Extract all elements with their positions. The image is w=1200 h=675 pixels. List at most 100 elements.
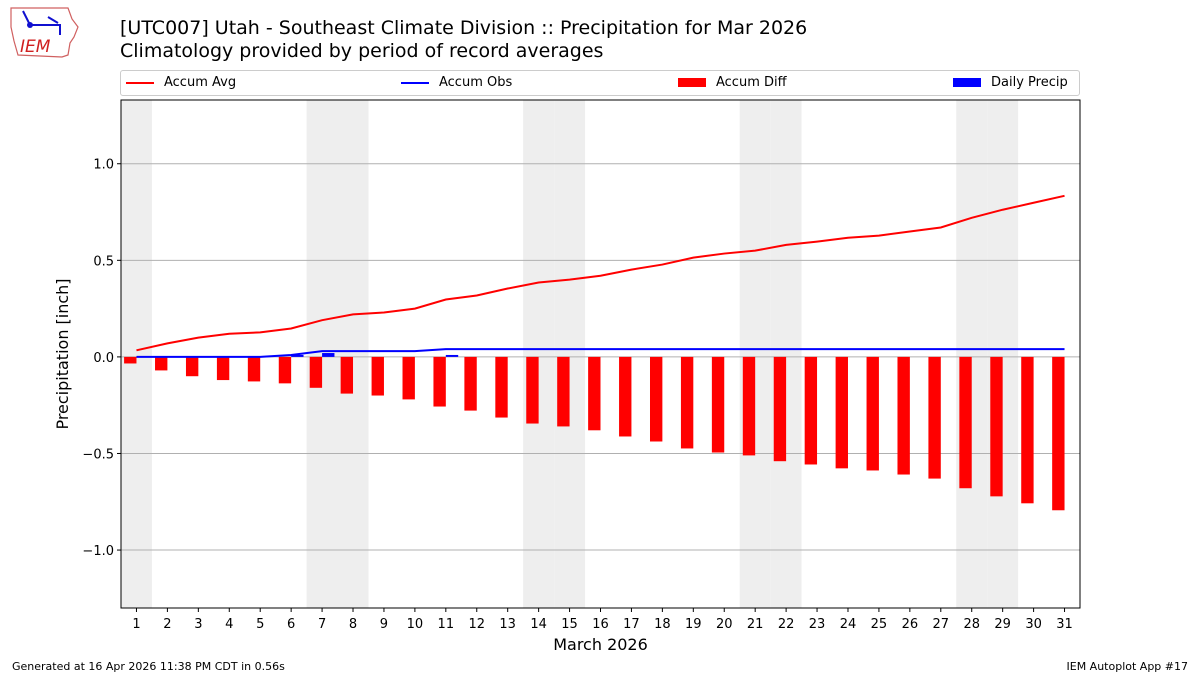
y-tick-label: 0.5	[93, 254, 114, 269]
x-tick-label: 18	[654, 617, 671, 632]
accum-diff-bar	[340, 356, 354, 394]
x-tick-label: 26	[902, 617, 919, 632]
x-tick-label: 19	[685, 617, 702, 632]
legend-swatch	[126, 81, 154, 84]
accum-diff-bar	[309, 356, 323, 388]
legend-daily-precip: Daily Precip	[953, 75, 1068, 90]
accum-diff-bar	[371, 356, 384, 396]
weekend-band	[523, 100, 555, 608]
y-tick-label: −0.5	[82, 447, 114, 462]
accum-diff-bar	[557, 356, 570, 427]
x-tick-label: 20	[716, 617, 733, 632]
x-tick-label: 13	[499, 617, 516, 632]
weekend-band	[956, 100, 988, 608]
accum-diff-bar	[619, 356, 632, 437]
x-tick-label: 27	[933, 617, 950, 632]
plot-frame	[120, 99, 1081, 609]
x-tick-label: 12	[468, 617, 485, 632]
x-tick-label: 16	[592, 617, 609, 632]
legend-label: Accum Diff	[716, 75, 787, 90]
accum-diff-bar	[216, 356, 230, 381]
chart-subtitle: Climatology provided by period of record…	[120, 40, 604, 62]
x-tick-label: 29	[994, 617, 1011, 632]
x-tick-label: 21	[747, 617, 764, 632]
legend-accum-obs: Accum Obs	[401, 75, 512, 90]
weekend-band	[770, 100, 802, 608]
legend-swatch	[401, 81, 429, 84]
y-axis-label: Precipitation [inch]	[53, 278, 72, 429]
x-tick-label: 5	[256, 617, 264, 632]
x-tick-label: 28	[963, 617, 980, 632]
y-tick-label: 0.0	[93, 351, 114, 366]
accum-diff-bar	[526, 356, 539, 424]
x-tick-label: 25	[871, 617, 888, 632]
accum-diff-bar	[433, 356, 446, 407]
x-tick-label: 2	[163, 617, 171, 632]
accum-diff-bar	[1021, 356, 1034, 504]
legend-accum-diff: Accum Diff	[678, 75, 787, 90]
x-tick-label: 31	[1056, 617, 1073, 632]
accum-diff-bar	[959, 356, 972, 489]
accum-diff-bar	[649, 356, 663, 442]
accum-diff-bar	[680, 356, 694, 449]
accum-diff-bar	[866, 356, 879, 471]
legend-label: Accum Avg	[164, 75, 237, 90]
app-footer: IEM Autoplot App #17	[1066, 660, 1189, 673]
x-tick-label: 24	[840, 617, 857, 632]
accum-diff-bar	[1052, 356, 1065, 511]
accum-diff-bar	[711, 356, 725, 453]
legend: Accum Avg Accum Obs Accum Diff Daily Pre…	[120, 70, 1080, 96]
generated-footer: Generated at 16 Apr 2026 11:38 PM CDT in…	[12, 660, 285, 673]
x-tick-label: 22	[778, 617, 795, 632]
daily-precip-bar	[322, 353, 335, 357]
x-tick-label: 7	[318, 617, 326, 632]
accum-diff-bar	[742, 356, 756, 456]
x-tick-label: 17	[623, 617, 640, 632]
accum-diff-bar	[124, 356, 137, 364]
x-tick-label: 1	[132, 617, 140, 632]
x-tick-label: 9	[380, 617, 388, 632]
accum-diff-bar	[835, 356, 848, 469]
accum-diff-bar	[278, 356, 292, 384]
weekend-band	[121, 100, 152, 608]
legend-label: Accum Obs	[439, 75, 513, 90]
accum-diff-bar	[495, 356, 508, 418]
x-tick-label: 11	[438, 617, 455, 632]
y-tick-label: −1.0	[82, 544, 114, 559]
accum-diff-bar	[804, 356, 818, 465]
daily-precip-bar	[291, 354, 304, 357]
weekend-band	[739, 100, 771, 608]
x-tick-label: 8	[349, 617, 357, 632]
legend-label: Daily Precip	[991, 75, 1068, 90]
weekend-band	[987, 100, 1019, 608]
iem-logo: IEM	[10, 7, 79, 58]
accum-diff-bar	[155, 356, 168, 371]
x-axis-label: March 2026	[553, 635, 648, 654]
svg-text:IEM: IEM	[20, 37, 51, 57]
daily-precip-bar	[445, 354, 459, 357]
chart-title: [UTC007] Utah - Southeast Climate Divisi…	[120, 17, 808, 39]
accum-diff-bar	[990, 356, 1003, 497]
accum-diff-bar	[185, 356, 199, 377]
x-tick-label: 6	[287, 617, 295, 632]
accum-diff-bar	[464, 356, 477, 411]
legend-swatch	[953, 78, 981, 87]
accum-obs-line	[136, 348, 1065, 358]
accum-diff-bar	[247, 356, 261, 382]
accum-diff-bar	[928, 356, 941, 479]
x-tick-label: 3	[194, 617, 202, 632]
x-tick-label: 14	[530, 617, 547, 632]
x-tick-label: 15	[561, 617, 578, 632]
legend-swatch	[678, 78, 706, 87]
weekend-band	[554, 100, 586, 608]
x-tick-label: 23	[809, 617, 826, 632]
accum-diff-bar	[897, 356, 910, 475]
x-tick-label: 10	[407, 617, 424, 632]
accum-avg-line	[136, 194, 1065, 352]
legend-accum-avg: Accum Avg	[126, 75, 236, 90]
weekend-band	[337, 100, 369, 608]
accum-diff-bar	[402, 356, 415, 400]
y-tick-label: 1.0	[93, 158, 114, 173]
x-tick-label: 4	[225, 617, 233, 632]
